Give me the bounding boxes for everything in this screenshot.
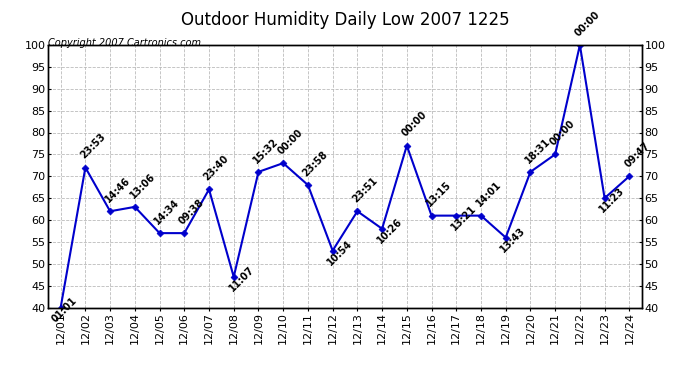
Text: 00:00: 00:00 <box>549 118 578 147</box>
Text: 13:06: 13:06 <box>128 171 157 200</box>
Text: 18:31: 18:31 <box>524 136 553 165</box>
Text: 10:54: 10:54 <box>326 238 355 267</box>
Text: 10:26: 10:26 <box>375 216 404 245</box>
Text: 13:21: 13:21 <box>449 203 478 232</box>
Text: 00:00: 00:00 <box>400 110 429 139</box>
Text: 23:40: 23:40 <box>202 153 231 182</box>
Text: 14:34: 14:34 <box>152 197 181 226</box>
Text: 00:00: 00:00 <box>276 127 305 156</box>
Text: 14:46: 14:46 <box>104 176 132 204</box>
Text: 23:53: 23:53 <box>79 132 108 160</box>
Text: 11:07: 11:07 <box>227 264 256 294</box>
Text: 14:01: 14:01 <box>474 180 503 209</box>
Text: 23:58: 23:58 <box>301 149 330 178</box>
Text: Outdoor Humidity Daily Low 2007 1225: Outdoor Humidity Daily Low 2007 1225 <box>181 11 509 29</box>
Text: 13:43: 13:43 <box>499 225 528 254</box>
Text: 11:23: 11:23 <box>598 186 627 215</box>
Text: 00:00: 00:00 <box>573 9 602 38</box>
Text: 09:38: 09:38 <box>177 197 206 226</box>
Text: 23:51: 23:51 <box>351 176 380 204</box>
Text: 15:32: 15:32 <box>252 136 281 165</box>
Text: 01:01: 01:01 <box>50 295 79 324</box>
Text: 13:15: 13:15 <box>424 180 453 209</box>
Text: Copyright 2007 Cartronics.com: Copyright 2007 Cartronics.com <box>48 38 201 48</box>
Text: 09:47: 09:47 <box>622 140 651 169</box>
